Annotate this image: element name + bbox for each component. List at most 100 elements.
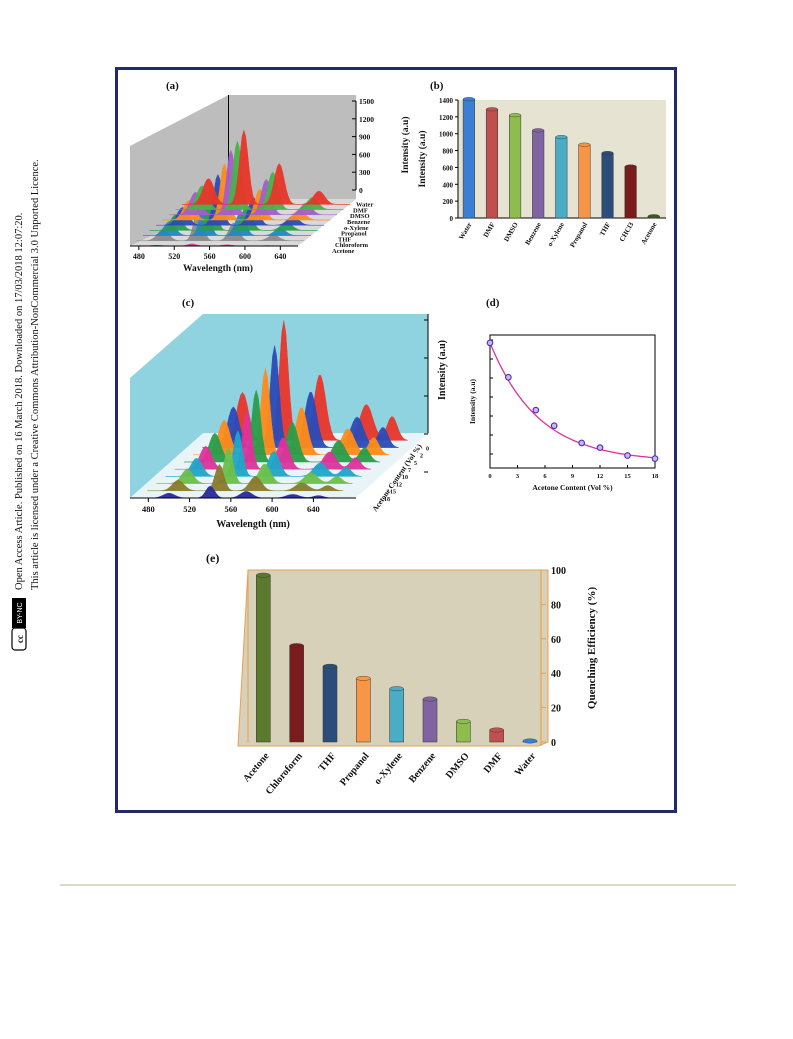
data-point xyxy=(596,444,604,452)
panel-a: AcetoneChloroformTHFPropanolo-XyleneBenz… xyxy=(130,80,411,274)
cc-badge-text: cc xyxy=(15,635,25,643)
category-label: DMF xyxy=(482,221,497,239)
data-point xyxy=(532,406,540,414)
y-tick-label: 20 xyxy=(551,704,561,715)
x-tick-label: 560 xyxy=(224,504,237,514)
x-tick-label: 0 xyxy=(488,473,491,480)
y-tick-label: 60 xyxy=(551,635,561,646)
series-label: 0 xyxy=(426,446,429,452)
panel-e-plot-bg xyxy=(237,569,549,747)
category-label: Water xyxy=(513,750,539,778)
y-tick-label: 40 xyxy=(551,669,561,680)
bar-THF xyxy=(601,152,614,219)
series-label: DMF xyxy=(353,207,368,214)
by-nc-badge-text: BY-NC xyxy=(17,602,24,623)
y-tick-label: 200 xyxy=(443,198,454,206)
series-label: THF xyxy=(338,236,351,243)
x-tick-label: 520 xyxy=(168,252,180,261)
x-tick-label: 6 xyxy=(543,473,547,480)
bar-cap xyxy=(555,135,568,140)
panel-b: 0 200 400 600 800 1000 1200 1400 Water DMF DMSO Ben… xyxy=(417,80,666,249)
series-label: 7 xyxy=(408,468,411,474)
x-tick-label: 3 xyxy=(516,473,520,480)
y-tick-label: 400 xyxy=(443,181,454,189)
license-sidebar: cc BY-NC Open Access Article. Published … xyxy=(0,0,60,700)
y-tick-label: 900 xyxy=(359,133,371,142)
category-label: THF xyxy=(317,751,339,774)
bar-cap xyxy=(647,214,660,219)
category-label: Acetone xyxy=(241,750,272,784)
license-line-1: Open Access Article. Published on 16 Mar… xyxy=(14,213,25,590)
bar-cap xyxy=(522,738,538,744)
panel-a-x-label: Wavelength (nm) xyxy=(183,263,253,274)
y-tick-label: 1200 xyxy=(359,115,374,124)
panel-a-back-wall xyxy=(228,95,356,200)
bar-cap xyxy=(462,97,475,102)
category-label: Benzene xyxy=(524,221,543,247)
panel-c-x-label: Wavelength (nm) xyxy=(216,519,290,530)
bar-cap xyxy=(509,113,522,118)
series-label: 10 xyxy=(402,475,408,481)
x-tick-label: 520 xyxy=(183,504,196,514)
x-tick-label: 600 xyxy=(266,504,279,514)
data-point xyxy=(578,439,586,447)
panel-a-y-label: Intensity (a.u) xyxy=(400,116,411,173)
category-label: DMSO xyxy=(444,751,472,781)
bar-Chloroform xyxy=(289,645,304,743)
x-tick-label: 9 xyxy=(571,473,575,480)
y-tick-label: 0 xyxy=(450,215,454,223)
bar-DMSO xyxy=(456,721,471,743)
y-tick-label: 600 xyxy=(443,164,454,172)
bar-cap xyxy=(322,663,338,669)
x-tick-label: 480 xyxy=(133,252,145,261)
series-label: 15 xyxy=(390,490,396,496)
category-label: THF xyxy=(598,221,612,237)
panel-d-tag: (d) xyxy=(486,297,500,309)
figure-frame: Acetone Chloroform THF Propanol o-Xylene Benz… xyxy=(115,67,677,813)
series-label: 5 xyxy=(414,461,417,467)
bar-Propanol xyxy=(578,144,591,219)
y-tick-label: 80 xyxy=(551,600,561,611)
series-label: Water xyxy=(356,202,373,209)
bar-cap xyxy=(422,696,438,702)
y-tick-label: 1500 xyxy=(359,97,374,106)
panel-a-tag: (a) xyxy=(166,80,179,92)
license-svg: cc BY-NC Open Access Article. Published … xyxy=(11,159,41,651)
y-tick-label: 1200 xyxy=(439,114,454,122)
x-tick-label: 12 xyxy=(597,473,604,480)
bar-cap xyxy=(485,107,498,112)
series-label: Propanol xyxy=(341,231,367,238)
bar-o-Xylene xyxy=(389,688,404,743)
bar-cap xyxy=(356,675,371,681)
y-tick-label: 800 xyxy=(443,148,454,156)
panel-e-tag: (e) xyxy=(206,551,219,565)
bar-CHCl3 xyxy=(624,166,637,219)
panel-e-y-label: Quenching Efficiency (%) xyxy=(586,587,598,710)
y-tick-label: 1400 xyxy=(439,97,454,105)
series-label: o-Xylene xyxy=(344,225,369,232)
panel-b-tag: (b) xyxy=(430,80,444,92)
y-tick-label: 600 xyxy=(359,150,371,159)
bar-Propanol xyxy=(356,678,371,743)
bar-cap xyxy=(389,686,404,692)
category-label: o-Xylene xyxy=(546,221,566,248)
panel-c-tag: (c) xyxy=(182,297,195,309)
panel-b-y-label: Intensity (a.u) xyxy=(417,130,428,187)
panel-c-side-wall xyxy=(130,314,203,498)
panel-d-y-label: Intensity (a.u) xyxy=(468,379,477,425)
bar-DMSO xyxy=(509,114,522,219)
bar-cap xyxy=(532,128,545,133)
panel-d: 0 3 6 9 12 15 18 Acetone Content (Vol %) Intensi… xyxy=(468,297,659,492)
category-label: DMF xyxy=(482,751,505,776)
by-nc-badge-icon xyxy=(12,598,26,628)
category-label: Water xyxy=(457,221,473,241)
category-label: Benzene xyxy=(407,750,439,785)
spectrum-series-6 xyxy=(156,447,353,484)
bar-Benzene xyxy=(422,698,438,743)
data-point xyxy=(504,373,512,381)
x-tick-label: 640 xyxy=(274,252,286,261)
panel-c-back-wall xyxy=(203,314,428,434)
series-label: Acetone xyxy=(332,248,354,255)
